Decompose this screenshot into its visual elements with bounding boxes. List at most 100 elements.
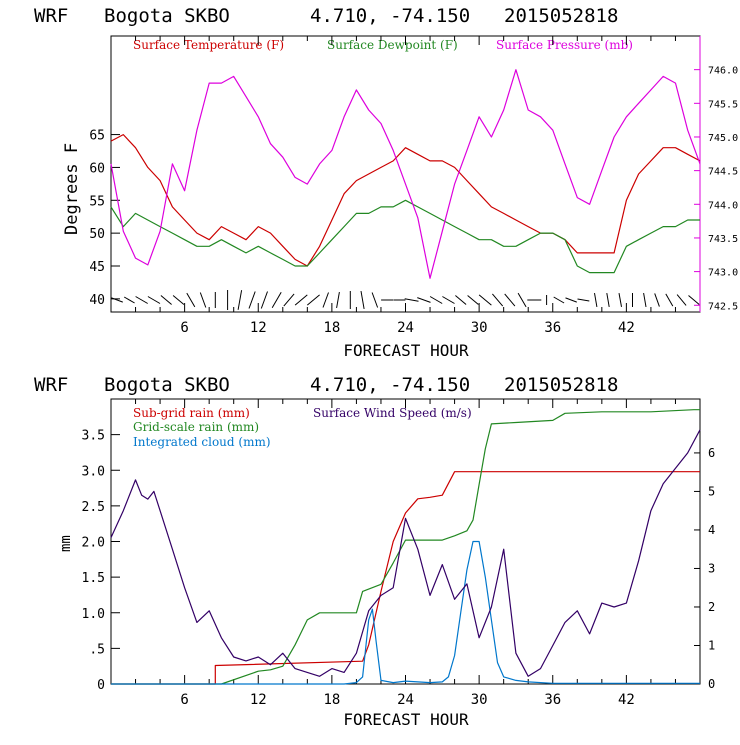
panel1-plot-frame (110, 35, 701, 313)
wind-barb (618, 293, 622, 307)
right-tick-label: 4 (708, 523, 715, 537)
series-line-subgrid (111, 471, 700, 685)
right-tick-label: 742.5 (708, 301, 738, 312)
right-tick-label: 0 (708, 677, 715, 691)
left-tick-label: 60 (89, 161, 105, 176)
panel2-model: WRF (34, 374, 68, 396)
left-tick-label: 2.5 (82, 500, 105, 515)
right-tick-label: 745.0 (708, 133, 738, 144)
panel1-coords: 4.710, -74.150 (310, 5, 470, 27)
left-tick-label: 0 (97, 678, 105, 693)
wind-barb (186, 292, 196, 308)
x-tick-label: 6 (180, 692, 188, 708)
legend-temperature: Surface Temperature (F) (133, 38, 284, 52)
panel1-xlabel: FORECAST HOUR (343, 341, 469, 360)
wind-barb (553, 296, 565, 304)
wind-barb (248, 291, 256, 309)
wind-barb (172, 295, 185, 305)
wind-barb (199, 292, 207, 308)
wind-barb (643, 293, 647, 307)
x-tick-label: 36 (544, 692, 561, 708)
left-tick-label: 45 (89, 260, 105, 275)
wind-barb (688, 295, 700, 305)
series-line-wind (110, 429, 701, 677)
legend-cloud: Integrated cloud (mm) (133, 435, 271, 449)
wind-barb (237, 290, 243, 310)
wind-barb (676, 294, 687, 306)
panel2-series (110, 409, 701, 685)
wind-barb (111, 297, 123, 303)
legend-dewpoint: Surface Dewpoint (F) (327, 38, 458, 52)
right-tick-label: 743.5 (708, 234, 738, 245)
panel2-header: WRF Bogota SKBO 4.710, -74.150 201505281… (34, 374, 618, 396)
x-tick-label: 30 (471, 692, 488, 708)
series-line-temperature (110, 134, 701, 267)
legend-subgrid: Sub-grid rain (mm) (133, 406, 250, 420)
wind-barb (577, 298, 590, 302)
right-tick-label: 5 (708, 484, 715, 498)
x-tick-label: 42 (618, 320, 635, 336)
panel1-model: WRF (34, 5, 68, 27)
wind-barb (654, 293, 660, 307)
panel2-left-ticks: 0 .5 1.0 1.5 2.0 2.5 3.0 3.5 (82, 429, 120, 693)
wind-barb (271, 291, 282, 309)
right-tick-label: 2 (708, 600, 715, 614)
series-line-cloud (111, 540, 700, 685)
panel1-header: WRF Bogota SKBO 4.710, -74.150 201505281… (34, 5, 618, 27)
panel1-right-ticks: 742.5 743.0 743.5 744.0 744.5 745.0 745.5 746.0 (694, 66, 738, 312)
x-tick-label: 36 (544, 320, 561, 336)
wind-barb (147, 296, 161, 304)
wind-barb (160, 295, 172, 305)
wind-barb (417, 297, 431, 303)
left-tick-label: 3.0 (82, 464, 105, 479)
left-tick-label: 1.5 (82, 571, 105, 586)
wind-barb (294, 294, 308, 306)
right-tick-label: 745.5 (708, 99, 738, 110)
left-tick-label: 65 (89, 129, 105, 144)
right-tick-label: 746.0 (708, 66, 738, 77)
wind-barb (455, 295, 467, 305)
wind-barb (478, 294, 492, 306)
right-tick-label: 1 (708, 638, 715, 652)
panel2-right-ticks: 0 1 2 3 4 5 6 (694, 446, 715, 691)
panel2-xlabel: FORECAST HOUR (343, 710, 469, 729)
wind-barb (594, 293, 598, 307)
right-tick-label: 743.0 (708, 268, 738, 279)
panel2-legend: Sub-grid rain (mm) Grid-scale rain (mm) … (133, 406, 472, 449)
x-tick-label: 30 (471, 320, 488, 336)
left-tick-label: 3.5 (82, 429, 105, 444)
x-tick-label: 6 (180, 320, 188, 336)
panel2-coords: 4.710, -74.150 (310, 374, 470, 396)
x-tick-label: 12 (250, 692, 267, 708)
wind-barb (360, 291, 365, 309)
right-tick-label: 3 (708, 561, 715, 575)
wind-barb (442, 296, 455, 304)
wind-barb (135, 296, 148, 304)
wind-barb (283, 293, 295, 307)
left-tick-label: 50 (89, 227, 105, 242)
panel2-ylabel: mm (58, 535, 74, 552)
wind-barb (492, 293, 504, 307)
wind-barb (336, 292, 340, 308)
left-tick-label: 40 (89, 293, 105, 308)
x-tick-label: 24 (397, 320, 414, 336)
left-tick-label: 2.0 (82, 536, 105, 551)
wind-barb (322, 292, 329, 308)
panel2-x-ticks: 6 12 18 24 30 36 42 (135, 399, 676, 708)
series-line-pressure (110, 69, 701, 279)
wind-barb (371, 292, 379, 308)
wind-barb (260, 291, 268, 309)
x-tick-label: 42 (618, 692, 635, 708)
panel1-series (110, 69, 701, 279)
panel2-run: 2015052818 (504, 374, 618, 396)
panel1-station: Bogota SKBO (104, 5, 230, 27)
left-tick-label: .5 (89, 642, 105, 657)
panel1-x-ticks: 6 12 18 24 30 36 42 (135, 36, 676, 336)
wind-barb (565, 297, 577, 303)
right-tick-label: 6 (708, 446, 715, 460)
x-tick-label: 24 (397, 692, 414, 708)
panel1-left-ticks: 40 45 50 55 60 65 (89, 129, 120, 308)
right-tick-label: 744.5 (708, 167, 738, 178)
